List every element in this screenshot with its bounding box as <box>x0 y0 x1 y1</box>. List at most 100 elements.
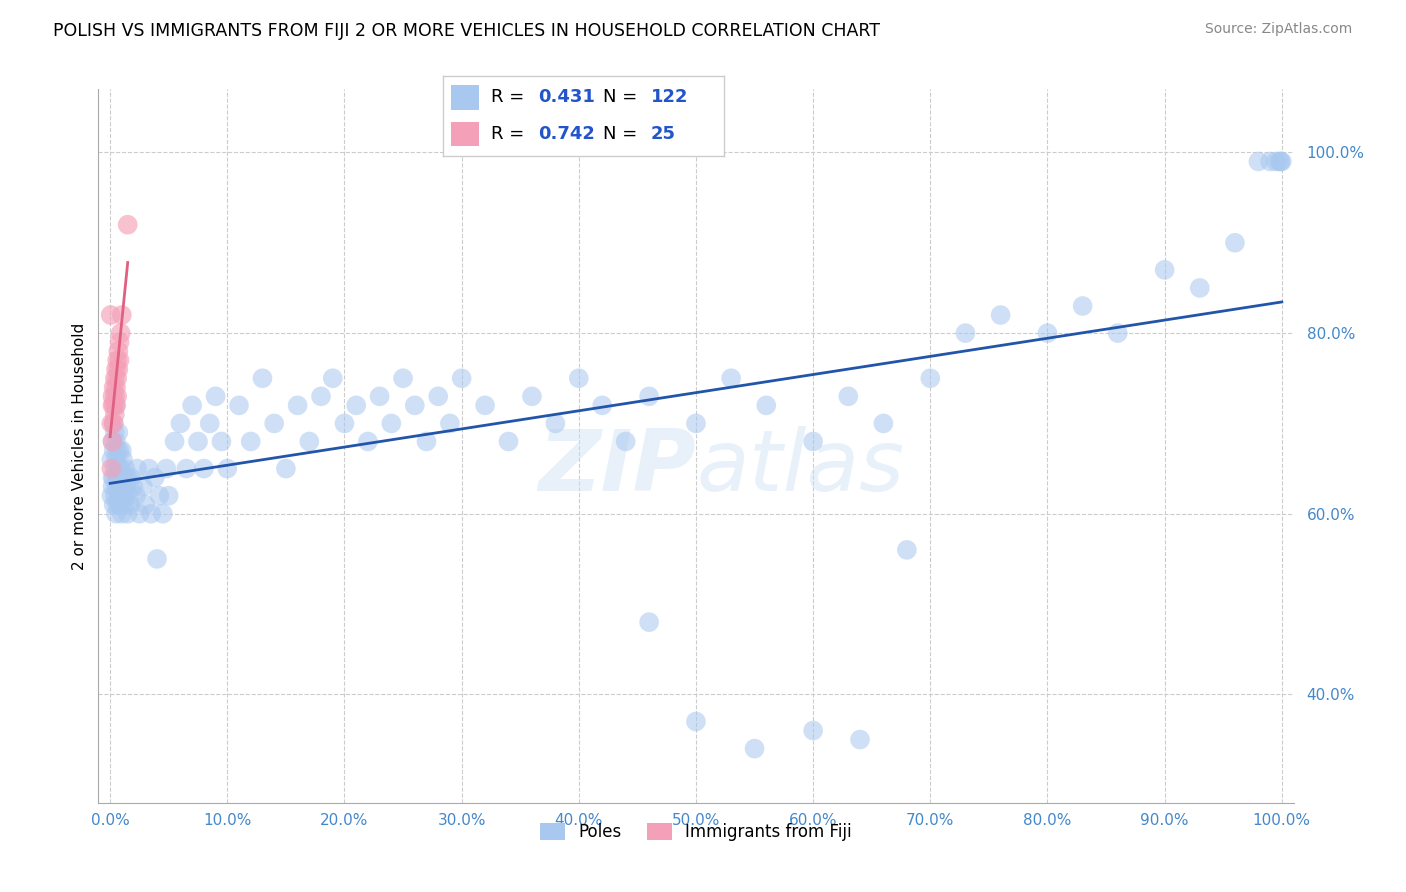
Bar <box>451 86 479 110</box>
Point <box>104 425 127 440</box>
Point <box>110 489 132 503</box>
Point <box>849 732 872 747</box>
Point <box>100 417 122 431</box>
Point <box>309 389 332 403</box>
Point <box>1268 154 1291 169</box>
Point <box>117 470 139 484</box>
Point <box>198 417 221 431</box>
Point <box>143 470 166 484</box>
Point <box>105 353 128 368</box>
Point <box>1107 326 1129 340</box>
Text: 0.742: 0.742 <box>538 125 595 143</box>
Point <box>100 452 122 467</box>
Point <box>105 498 128 512</box>
Point <box>474 398 496 412</box>
Point <box>1071 299 1094 313</box>
Point <box>101 470 124 484</box>
Point <box>415 434 437 449</box>
Point <box>685 714 707 729</box>
Point <box>638 615 661 629</box>
Point <box>1036 326 1059 340</box>
Point <box>204 389 226 403</box>
Point <box>104 461 127 475</box>
Text: ZIP: ZIP <box>538 425 696 509</box>
Point <box>404 398 426 412</box>
Point <box>155 461 177 475</box>
Point <box>104 389 127 403</box>
Point <box>252 371 274 385</box>
Point <box>108 443 131 458</box>
Point <box>108 480 131 494</box>
Point <box>152 507 174 521</box>
Point <box>103 380 125 394</box>
Point <box>333 417 356 431</box>
Y-axis label: 2 or more Vehicles in Household: 2 or more Vehicles in Household <box>72 322 87 570</box>
Point <box>368 389 391 403</box>
Point <box>990 308 1012 322</box>
Point <box>103 417 125 431</box>
Point <box>157 489 180 503</box>
Point <box>744 741 766 756</box>
Point <box>498 434 520 449</box>
Point <box>801 434 824 449</box>
Point <box>174 461 197 475</box>
Text: POLISH VS IMMIGRANTS FROM FIJI 2 OR MORE VEHICLES IN HOUSEHOLD CORRELATION CHART: POLISH VS IMMIGRANTS FROM FIJI 2 OR MORE… <box>53 22 880 40</box>
Point <box>544 417 567 431</box>
Point <box>112 470 135 484</box>
Point <box>105 389 128 403</box>
Text: R =: R = <box>491 125 530 143</box>
Point <box>112 489 135 503</box>
Point <box>263 417 285 431</box>
Point <box>100 308 122 322</box>
Point <box>228 398 250 412</box>
Point <box>107 344 129 359</box>
Point <box>111 308 134 322</box>
Point <box>955 326 977 340</box>
Point <box>104 371 127 385</box>
Point <box>105 507 128 521</box>
Point <box>439 417 461 431</box>
Point <box>274 461 297 475</box>
Point <box>148 489 170 503</box>
Text: N =: N = <box>603 88 643 106</box>
Point <box>638 389 661 403</box>
Point <box>1153 263 1175 277</box>
Point <box>450 371 472 385</box>
Point <box>101 434 124 449</box>
Point <box>211 434 233 449</box>
Point <box>112 498 135 512</box>
Point <box>801 723 824 738</box>
Point <box>108 335 131 350</box>
Point <box>287 398 309 412</box>
Text: 0.431: 0.431 <box>538 88 595 106</box>
Point <box>105 398 128 412</box>
Point <box>107 489 129 503</box>
Point <box>105 480 128 494</box>
Point <box>122 480 145 494</box>
Point <box>110 326 132 340</box>
Point <box>101 480 124 494</box>
Point <box>117 218 139 232</box>
Point <box>105 434 128 449</box>
Point <box>322 371 344 385</box>
Point <box>380 417 402 431</box>
Point <box>105 371 128 385</box>
Point <box>217 461 239 475</box>
Point <box>115 480 138 494</box>
Point <box>163 434 186 449</box>
Point <box>357 434 380 449</box>
Point <box>108 353 131 368</box>
Point <box>1247 154 1270 169</box>
Point <box>193 461 215 475</box>
Point <box>112 452 135 467</box>
Point <box>111 443 134 458</box>
Point <box>837 389 859 403</box>
Point <box>298 434 321 449</box>
Point <box>138 461 160 475</box>
Point <box>614 434 637 449</box>
Point <box>111 507 134 521</box>
Text: 25: 25 <box>651 125 676 143</box>
Point <box>127 461 149 475</box>
Point <box>107 362 129 376</box>
Point <box>114 461 136 475</box>
